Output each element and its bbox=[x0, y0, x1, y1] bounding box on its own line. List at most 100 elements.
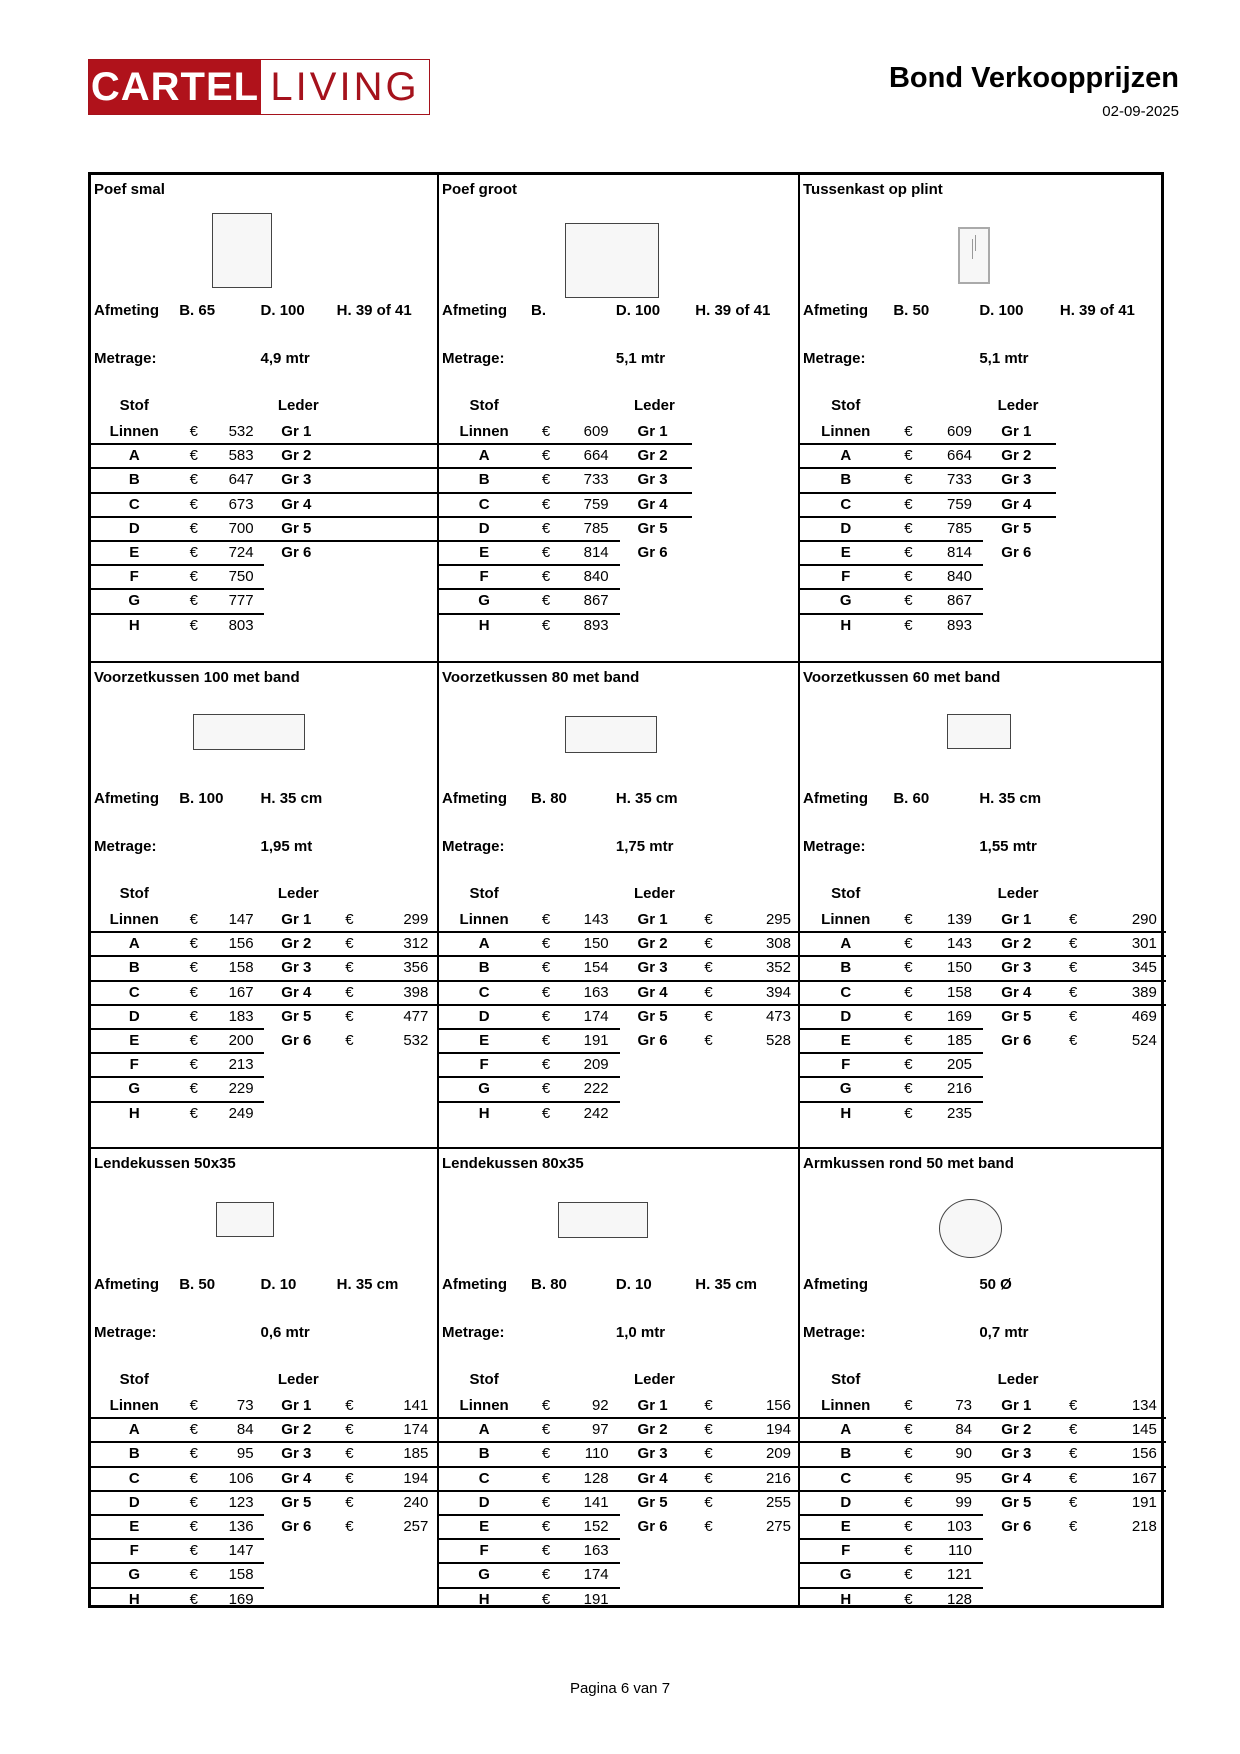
currency-symbol: € bbox=[1069, 911, 1078, 928]
currency-symbol: € bbox=[541, 911, 551, 928]
row-divider bbox=[439, 979, 800, 982]
currency-symbol: € bbox=[541, 495, 551, 513]
stof-label: Linnen bbox=[821, 1397, 871, 1414]
row-divider bbox=[439, 1441, 800, 1444]
stof-price: 229 bbox=[228, 1080, 254, 1098]
currency-symbol: € bbox=[904, 1566, 913, 1584]
stof-price: 103 bbox=[946, 1518, 973, 1535]
stof-price: 609 bbox=[946, 423, 973, 440]
stof-price: 200 bbox=[228, 1032, 254, 1049]
rectangle-icon bbox=[216, 1202, 274, 1237]
afmeting-d: D. 100 bbox=[260, 302, 305, 319]
metrage-label: Metrage: bbox=[442, 1324, 505, 1341]
stof-label: A bbox=[840, 935, 852, 953]
row-divider bbox=[800, 931, 1166, 934]
leder-price: 469 bbox=[1131, 1007, 1157, 1025]
currency-symbol: € bbox=[904, 568, 913, 586]
currency-symbol: € bbox=[1069, 1469, 1078, 1487]
leder-label: Gr 5 bbox=[281, 1493, 312, 1511]
stof-label: H bbox=[478, 1590, 490, 1608]
stof-price: 128 bbox=[946, 1590, 973, 1608]
stof-label: C bbox=[128, 495, 140, 513]
afmeting-d: H. 35 cm bbox=[979, 790, 1042, 807]
stof-price: 156 bbox=[228, 935, 254, 953]
metrage-label: Metrage: bbox=[94, 1324, 157, 1341]
stof-label: D bbox=[840, 1007, 852, 1025]
currency-symbol: € bbox=[904, 519, 913, 537]
currency-symbol: € bbox=[189, 471, 198, 489]
leder-price: 156 bbox=[1131, 1445, 1157, 1463]
stof-label: H bbox=[128, 1590, 140, 1608]
stof-price: 139 bbox=[946, 911, 973, 928]
stof-price: 141 bbox=[583, 1493, 609, 1511]
metrage-value: 1,75 mtr bbox=[615, 838, 674, 855]
stof-label: G bbox=[839, 1566, 852, 1584]
stof-price: 609 bbox=[583, 423, 609, 440]
product-cell: Voorzetkussen 80 met band Afmeting B. 80 H.… bbox=[437, 661, 800, 1147]
leder-price: 295 bbox=[765, 911, 791, 928]
row-divider bbox=[439, 612, 620, 615]
leder-price: 275 bbox=[765, 1518, 791, 1535]
currency-symbol: € bbox=[904, 471, 913, 489]
currency-symbol: € bbox=[189, 1421, 198, 1439]
row-divider bbox=[91, 515, 437, 518]
currency-symbol: € bbox=[189, 616, 198, 634]
leder-price: 141 bbox=[403, 1397, 429, 1414]
stof-label: H bbox=[840, 1590, 852, 1608]
stof-label: A bbox=[840, 447, 852, 465]
product-title: Poef groot bbox=[442, 181, 517, 198]
stof-label: G bbox=[478, 1080, 490, 1098]
leder-price: 308 bbox=[765, 935, 791, 953]
currency-symbol: € bbox=[704, 1469, 713, 1487]
stof-price: 183 bbox=[228, 1007, 254, 1025]
leder-price: 524 bbox=[1131, 1032, 1157, 1049]
stof-label: D bbox=[840, 519, 852, 537]
leder-label: Gr 6 bbox=[281, 1518, 312, 1535]
leder-header: Leder bbox=[997, 397, 1039, 414]
leder-label: Gr 1 bbox=[1001, 1397, 1032, 1414]
stof-label: A bbox=[840, 1421, 852, 1439]
row-divider bbox=[439, 1028, 620, 1030]
currency-symbol: € bbox=[1069, 1397, 1078, 1414]
stof-price: 106 bbox=[228, 1469, 254, 1487]
row-divider bbox=[91, 1514, 264, 1516]
currency-symbol: € bbox=[541, 592, 551, 610]
currency-symbol: € bbox=[541, 423, 551, 440]
stof-price: 205 bbox=[946, 1056, 973, 1074]
currency-symbol: € bbox=[189, 423, 198, 440]
leder-price: 156 bbox=[765, 1397, 791, 1414]
stof-price: 147 bbox=[228, 911, 254, 928]
afmeting-label: Afmeting bbox=[803, 302, 868, 319]
stof-price: 169 bbox=[228, 1590, 254, 1608]
product-cell: Poef groot Afmeting B. D. 100 H. 39 of 41 Met… bbox=[437, 175, 798, 661]
leder-label: Gr 4 bbox=[1001, 495, 1032, 513]
stof-label: Linnen bbox=[109, 911, 159, 928]
currency-symbol: € bbox=[904, 1469, 913, 1487]
currency-symbol: € bbox=[541, 1590, 551, 1608]
row-divider bbox=[91, 467, 437, 470]
stof-label: B bbox=[128, 959, 140, 977]
stof-price: 803 bbox=[228, 616, 254, 634]
stof-price: 174 bbox=[583, 1007, 609, 1025]
stof-price: 664 bbox=[583, 447, 609, 465]
stof-price: 158 bbox=[228, 1566, 254, 1584]
currency-symbol: € bbox=[904, 959, 913, 977]
stof-price: 147 bbox=[228, 1542, 254, 1560]
currency-symbol: € bbox=[541, 544, 551, 561]
currency-symbol: € bbox=[345, 1032, 354, 1049]
row-divider bbox=[800, 443, 1057, 446]
currency-symbol: € bbox=[541, 1445, 551, 1463]
afmeting-d: D. 10 bbox=[260, 1276, 297, 1293]
leder-header: Leder bbox=[277, 1371, 319, 1388]
row-divider bbox=[439, 443, 692, 446]
leder-label: Gr 2 bbox=[281, 935, 312, 953]
stof-label: F bbox=[841, 1542, 851, 1560]
currency-symbol: € bbox=[904, 616, 913, 634]
stof-price: 95 bbox=[236, 1445, 254, 1463]
row-divider bbox=[800, 612, 983, 615]
stof-price: 242 bbox=[583, 1104, 609, 1122]
currency-symbol: € bbox=[541, 1007, 551, 1025]
leder-label: Gr 3 bbox=[637, 1445, 668, 1463]
row-divider bbox=[91, 564, 264, 567]
currency-symbol: € bbox=[541, 1518, 551, 1535]
